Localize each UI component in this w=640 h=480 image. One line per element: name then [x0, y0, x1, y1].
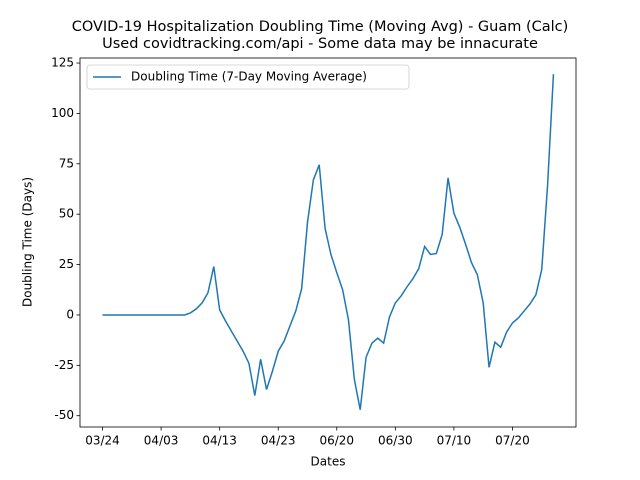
x-tick-label: 07/20	[495, 434, 530, 448]
x-axis-label: Dates	[311, 455, 346, 469]
y-tick-label: 125	[51, 56, 74, 70]
x-tick-label: 04/13	[202, 434, 237, 448]
y-axis-label: Doubling Time (Days)	[21, 177, 35, 307]
y-tick-label: 0	[66, 307, 74, 321]
legend-box	[86, 64, 410, 90]
chart-title: COVID-19 Hospitalization Doubling Time (…	[72, 19, 569, 35]
chart-subtitle: Used covidtracking.com/api - Some data m…	[102, 36, 538, 52]
legend-label: Doubling Time (7-Day Moving Average)	[131, 70, 367, 84]
y-tick-label: -25	[54, 358, 74, 372]
y-tick-label: -50	[54, 408, 74, 422]
x-tick-label: 06/20	[319, 434, 354, 448]
x-tick-label: 07/10	[437, 434, 472, 448]
y-tick-label: 100	[51, 106, 74, 120]
x-tick-label: 06/30	[378, 434, 413, 448]
x-tick-label: 04/23	[261, 434, 296, 448]
x-tick-label: 03/24	[85, 434, 120, 448]
y-tick-label: 50	[59, 207, 74, 221]
data-line	[102, 74, 555, 410]
y-tick-label: 25	[59, 257, 74, 271]
x-tick-label: 04/03	[144, 434, 179, 448]
y-tick-label: 75	[59, 156, 74, 170]
plot-frame	[79, 57, 577, 428]
